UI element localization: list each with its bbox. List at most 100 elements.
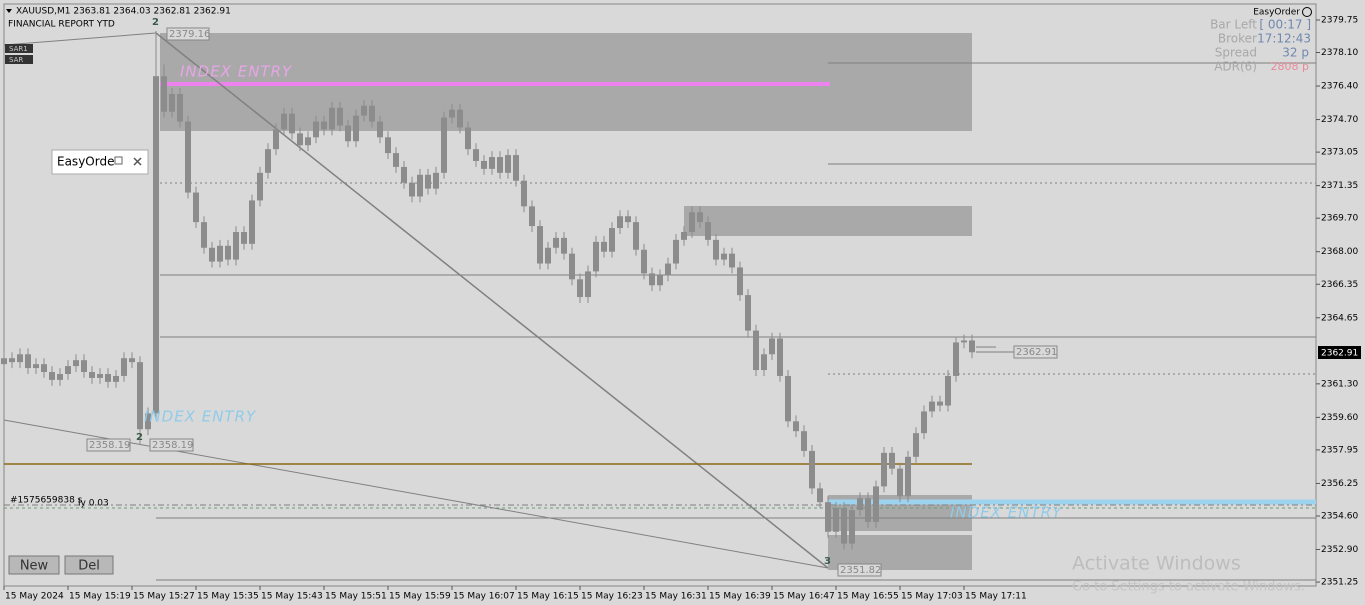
y-tick-label: 2379.75: [1321, 15, 1358, 25]
smiley-icon: [1302, 7, 1312, 17]
candle-body: [257, 172, 263, 201]
candle-body: [97, 373, 103, 378]
candle-body: [169, 93, 175, 112]
symbol-line: XAUUSD,M1 2363.81 2364.03 2362.81 2362.9…: [16, 7, 231, 17]
wave-label: 2: [152, 17, 159, 28]
x-tick-label: 15 May 16:15: [517, 592, 579, 602]
candle-body: [33, 364, 39, 369]
candle-body: [897, 468, 903, 497]
close-icon[interactable]: [133, 157, 142, 166]
candle-body: [305, 137, 311, 146]
x-tick-label: 15 May 15:27: [133, 592, 195, 602]
x-tick-label: 15 May 2024: [5, 592, 64, 602]
candle-body: [833, 508, 839, 532]
y-tick-label: 2366.35: [1321, 280, 1358, 290]
x-tick-label: 15 May 16:55: [837, 592, 899, 602]
candle-body: [929, 401, 935, 412]
candle-body: [289, 113, 295, 134]
info-label: Bar Left: [1210, 18, 1257, 32]
candle-body: [913, 433, 919, 457]
candle-body: [729, 253, 735, 268]
candle-body: [233, 231, 239, 260]
candle-body: [769, 338, 775, 355]
trend-line: [3, 419, 829, 569]
candle-body: [369, 105, 375, 122]
candle-body: [249, 200, 255, 244]
candle-body: [761, 354, 767, 371]
mini-panel[interactable]: [51, 149, 149, 175]
candle-body: [441, 117, 447, 173]
candle-body: [89, 372, 95, 378]
x-tick-label: 15 May 16:07: [453, 592, 515, 602]
price-label: 2362.91: [1016, 347, 1057, 358]
candle-body: [225, 245, 231, 260]
price-label-box: [86, 438, 131, 452]
candle-body: [201, 222, 207, 248]
candle-body: [489, 157, 495, 169]
wave-label: 3: [824, 556, 831, 567]
candle-body: [841, 508, 847, 544]
dropdown-icon[interactable]: [6, 9, 12, 13]
candle-body: [9, 358, 15, 363]
candle-body: [161, 76, 167, 112]
candle-body: [353, 115, 359, 142]
candle-body: [25, 354, 31, 369]
tag: [5, 55, 33, 64]
candle-body: [105, 373, 111, 382]
new-button-label[interactable]: New: [20, 559, 49, 574]
x-tick-label: 15 May 16:47: [773, 592, 835, 602]
candle-body: [937, 401, 943, 406]
price-label-box: [149, 438, 194, 452]
candle-body: [817, 488, 823, 503]
candle-body: [385, 137, 391, 154]
price-label-box: [837, 563, 882, 577]
watermark: Go to Settings to activate Windows.: [1072, 580, 1305, 595]
y-tick-label: 2359.60: [1321, 413, 1358, 423]
x-tick-label: 15 May 15:43: [261, 592, 323, 602]
candle-body: [705, 222, 711, 240]
candle-body: [153, 76, 159, 414]
candle-body: [465, 127, 471, 150]
candle-body: [545, 247, 551, 264]
candle-body: [521, 180, 527, 207]
candle-body: [793, 421, 799, 432]
candle-body: [449, 109, 455, 118]
candle-body: [473, 149, 479, 161]
y-tick-label: 2376.40: [1321, 82, 1358, 92]
candle-body: [209, 247, 215, 262]
indicator-name: FINANCIAL REPORT YTD: [8, 20, 115, 30]
candle-body: [785, 375, 791, 422]
candle-body: [1, 358, 7, 365]
candle-body: [361, 105, 367, 116]
candle-body: [569, 253, 575, 280]
candle-body: [281, 113, 287, 130]
candle-body: [961, 340, 967, 343]
info-value: 2808 p: [1271, 60, 1309, 73]
candle-body: [953, 342, 959, 376]
current-price: 2362.91: [1321, 349, 1358, 359]
candle-body: [577, 279, 583, 298]
info-label: ADR(6): [1214, 60, 1257, 74]
candle-body: [865, 498, 871, 522]
candle-body: [217, 245, 223, 262]
price-label: 2358.19: [89, 440, 130, 451]
new-button[interactable]: [8, 555, 60, 575]
x-tick-label: 15 May 16:31: [645, 592, 707, 602]
candle-body: [129, 358, 135, 363]
y-tick-label: 2378.10: [1321, 48, 1358, 58]
info-value: 32 p: [1282, 46, 1309, 60]
candle-body: [49, 372, 55, 380]
del-button[interactable]: [64, 555, 114, 575]
y-tick-label: 2374.70: [1321, 115, 1358, 125]
candle-body: [393, 153, 399, 167]
candle-body: [849, 510, 855, 544]
candle-body: [457, 109, 463, 128]
zone-label: INDEX ENTRY: [950, 504, 1063, 522]
candle-body: [721, 253, 727, 260]
candle-body: [617, 216, 623, 229]
y-tick-label: 2368.00: [1321, 247, 1358, 257]
restore-icon[interactable]: [114, 156, 123, 165]
del-button-label[interactable]: Del: [78, 559, 100, 574]
candle-body: [417, 174, 423, 197]
candle-body: [113, 375, 119, 382]
